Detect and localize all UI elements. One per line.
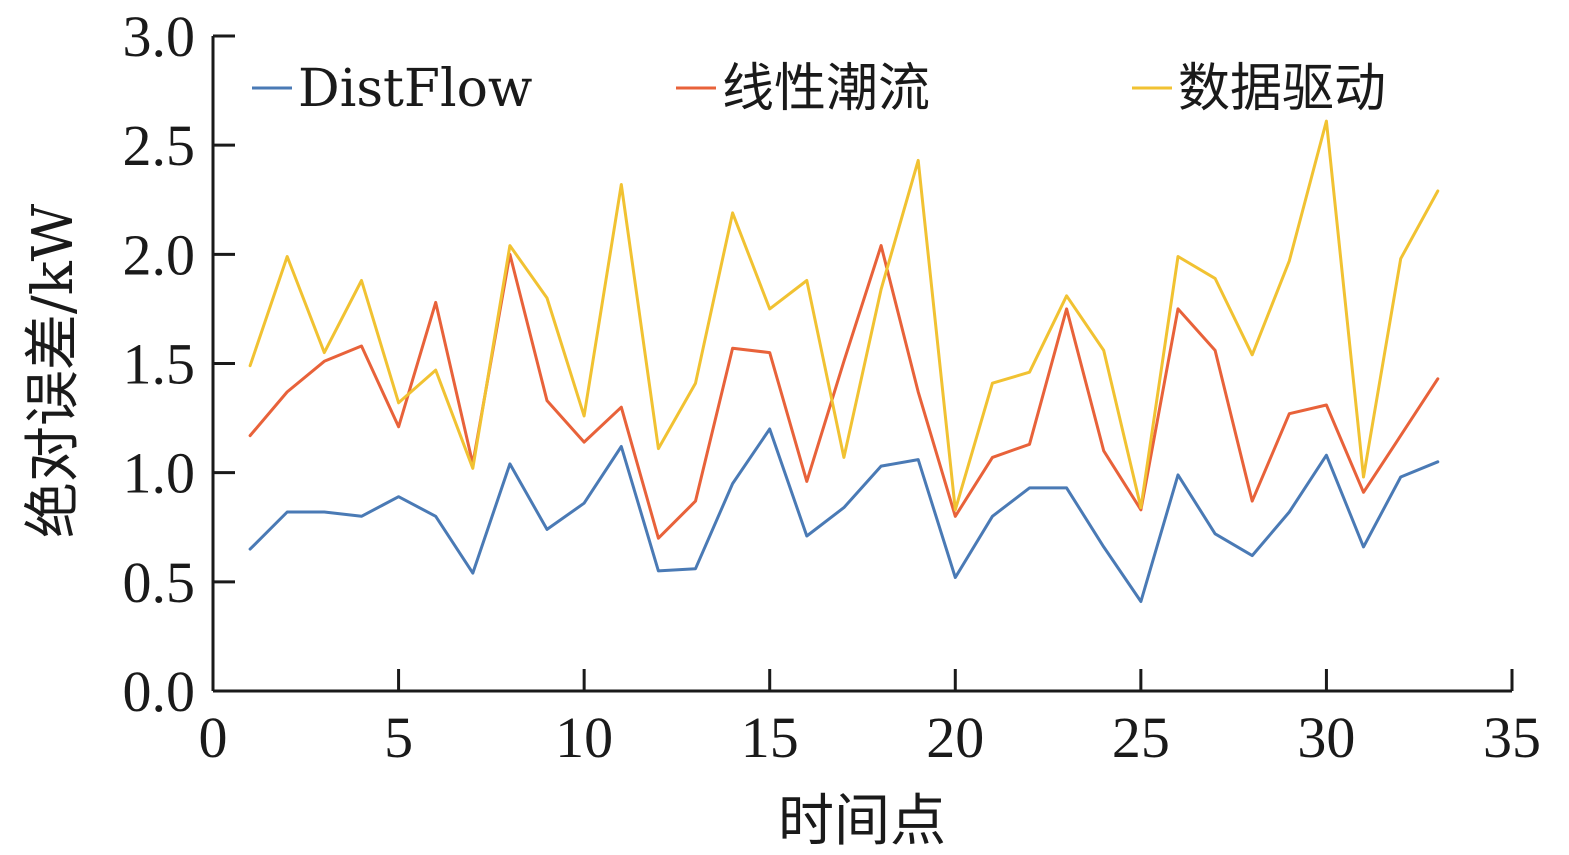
legend-label-3: 数据驱动 (1178, 59, 1386, 119)
x-tick-label: 25 (1112, 705, 1170, 770)
x-tick-label: 10 (555, 705, 613, 770)
ticks: 0 5 10 15 20 25 30 35 0.0 0.5 1.0 1.5 2.0 2.5 3.0 (123, 4, 1542, 770)
x-tick-label: 20 (926, 705, 984, 770)
series-line-3 (248, 119, 1440, 512)
y-tick-label: 2.5 (123, 113, 196, 178)
y-tick-label: 0.5 (123, 550, 196, 615)
y-tick-label: 2.0 (123, 222, 196, 287)
y-tick-label: 1.5 (123, 332, 196, 397)
y-tick-label: 3.0 (123, 4, 196, 69)
series-line-1 (248, 427, 1440, 603)
x-axis-title: 时间点 (778, 789, 946, 854)
x-tick-label: 0 (199, 705, 228, 770)
y-tick-label: 0.0 (123, 659, 196, 724)
legend-label-1: DistFlow (298, 59, 532, 119)
y-tick-label: 1.0 (123, 441, 196, 506)
series-group (248, 119, 1440, 603)
series-line-2 (248, 244, 1440, 540)
x-tick-label: 35 (1483, 705, 1541, 770)
x-tick-label: 30 (1297, 705, 1355, 770)
axes (211, 36, 1512, 693)
y-axis-title: 绝对误差/kW (21, 203, 86, 538)
legend-label-2: 线性潮流 (722, 59, 930, 119)
legend: DistFlow 线性潮流 数据驱动 (252, 59, 1386, 119)
x-tick-label: 15 (741, 705, 799, 770)
x-tick-label: 5 (384, 705, 413, 770)
